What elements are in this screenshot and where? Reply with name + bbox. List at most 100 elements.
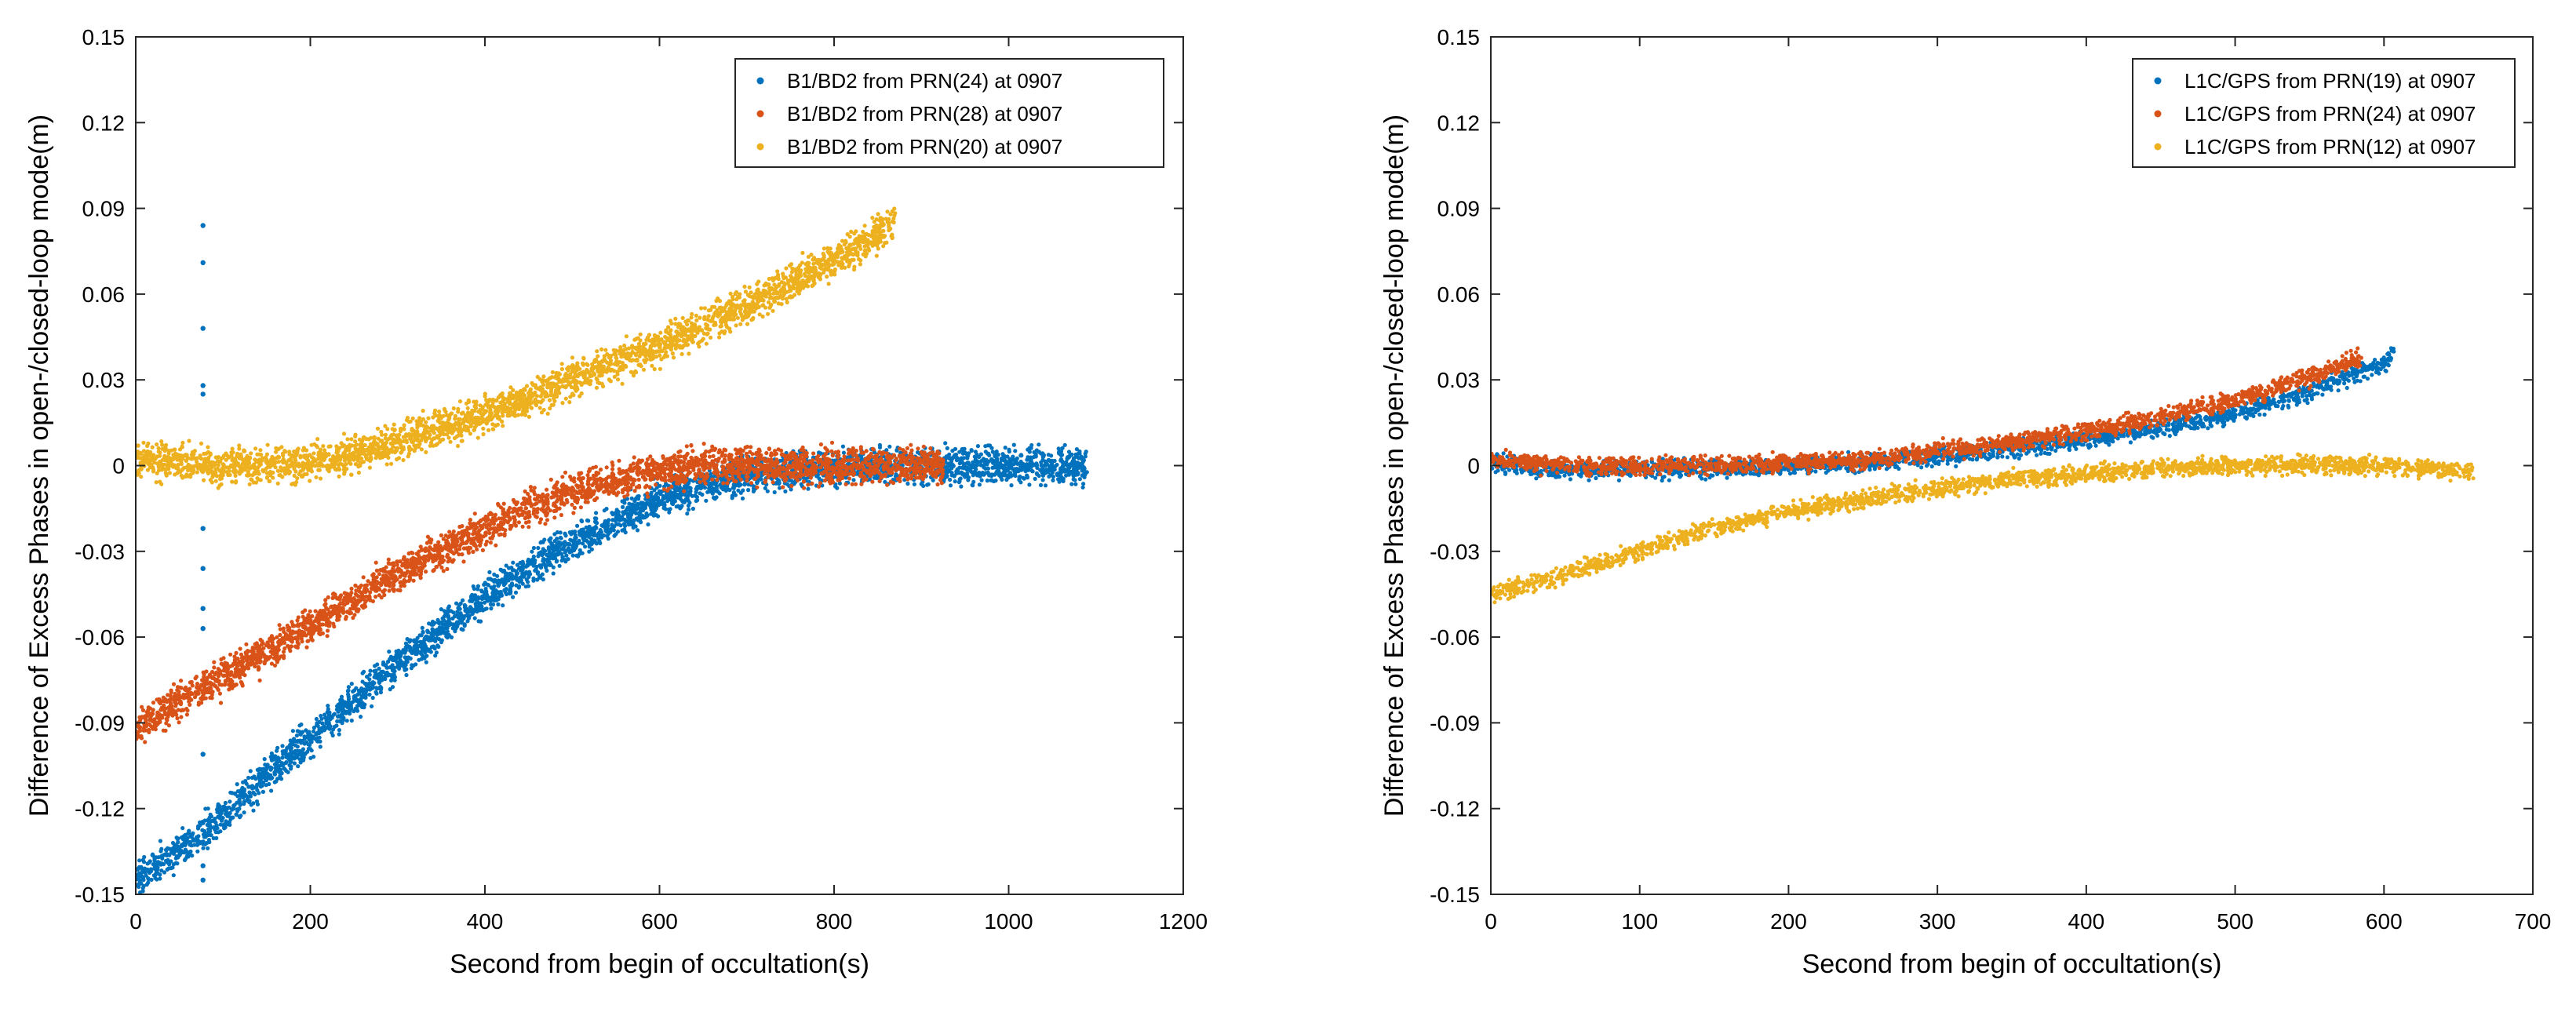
data-point bbox=[479, 589, 484, 594]
data-point bbox=[965, 460, 970, 465]
data-point bbox=[171, 873, 176, 878]
data-point bbox=[182, 840, 187, 846]
data-point bbox=[630, 502, 635, 507]
data-point bbox=[531, 545, 537, 551]
data-point bbox=[806, 482, 811, 487]
data-point bbox=[325, 710, 330, 715]
data-point bbox=[312, 726, 316, 730]
data-point bbox=[483, 596, 488, 601]
data-point bbox=[586, 519, 591, 523]
data-point bbox=[563, 540, 567, 544]
data-point bbox=[1027, 450, 1032, 454]
data-point bbox=[1003, 458, 1007, 464]
data-point bbox=[497, 591, 503, 596]
data-point bbox=[628, 508, 632, 513]
data-point bbox=[422, 635, 428, 641]
data-point bbox=[602, 521, 607, 526]
data-point bbox=[969, 448, 974, 453]
data-point bbox=[654, 506, 658, 511]
data-point bbox=[513, 590, 519, 595]
data-point bbox=[954, 458, 959, 463]
data-point bbox=[279, 761, 285, 766]
data-point bbox=[536, 545, 541, 551]
data-point bbox=[365, 675, 370, 679]
data-point bbox=[694, 498, 698, 504]
data-point bbox=[489, 585, 494, 590]
data-point bbox=[472, 593, 478, 598]
data-point bbox=[261, 774, 266, 779]
data-point bbox=[231, 815, 235, 820]
data-point bbox=[511, 595, 516, 599]
data-point bbox=[424, 660, 428, 664]
outlier-point bbox=[200, 566, 206, 571]
data-point bbox=[408, 656, 413, 661]
data-point bbox=[847, 476, 852, 481]
data-point bbox=[326, 704, 330, 708]
data-point bbox=[339, 694, 344, 699]
data-point bbox=[426, 630, 431, 635]
data-point bbox=[658, 483, 662, 488]
data-point bbox=[767, 446, 772, 451]
data-point bbox=[261, 789, 265, 795]
data-point bbox=[280, 744, 285, 748]
data-point bbox=[504, 563, 508, 568]
data-point bbox=[1056, 446, 1061, 451]
data-point bbox=[239, 792, 244, 796]
data-point bbox=[663, 475, 668, 480]
data-point bbox=[776, 447, 781, 452]
data-point bbox=[725, 481, 730, 486]
data-point bbox=[248, 794, 253, 799]
data-point bbox=[975, 452, 979, 457]
data-point bbox=[201, 846, 206, 850]
data-point bbox=[470, 611, 475, 617]
data-point bbox=[651, 513, 656, 518]
data-point bbox=[317, 726, 322, 732]
data-point bbox=[1005, 468, 1010, 473]
data-point bbox=[1017, 461, 1022, 466]
data-point bbox=[581, 527, 585, 532]
data-point bbox=[395, 660, 399, 664]
data-point bbox=[1074, 453, 1079, 458]
data-point bbox=[466, 616, 472, 621]
data-point bbox=[446, 608, 450, 613]
data-point bbox=[599, 468, 603, 472]
data-point bbox=[428, 552, 432, 556]
data-point bbox=[298, 760, 303, 765]
data-point bbox=[811, 451, 816, 456]
data-point bbox=[598, 541, 603, 546]
data-point bbox=[1075, 472, 1080, 477]
data-point bbox=[587, 544, 592, 549]
data-point bbox=[242, 810, 246, 815]
data-point bbox=[223, 812, 228, 817]
data-point bbox=[439, 607, 443, 612]
data-point bbox=[524, 577, 529, 582]
data-point bbox=[563, 470, 568, 475]
data-point bbox=[282, 766, 286, 770]
data-point bbox=[309, 748, 314, 753]
data-point bbox=[905, 446, 909, 451]
data-point bbox=[651, 502, 656, 507]
data-point bbox=[552, 532, 557, 537]
data-point bbox=[576, 554, 581, 559]
data-point bbox=[431, 622, 435, 627]
data-point bbox=[618, 523, 623, 528]
data-point bbox=[580, 533, 585, 539]
data-point bbox=[403, 656, 409, 661]
data-point bbox=[584, 538, 589, 543]
data-point bbox=[606, 523, 610, 529]
data-point bbox=[461, 616, 466, 621]
data-point bbox=[531, 576, 536, 581]
data-point bbox=[185, 708, 190, 713]
data-point bbox=[344, 719, 349, 723]
data-point bbox=[403, 641, 409, 646]
data-point bbox=[610, 518, 615, 522]
data-point bbox=[499, 568, 504, 573]
data-point bbox=[505, 576, 511, 581]
data-point bbox=[297, 723, 302, 728]
data-point bbox=[363, 693, 368, 697]
data-point bbox=[1034, 471, 1039, 476]
data-point bbox=[428, 650, 433, 654]
data-point bbox=[1038, 482, 1044, 488]
data-point bbox=[621, 510, 626, 515]
